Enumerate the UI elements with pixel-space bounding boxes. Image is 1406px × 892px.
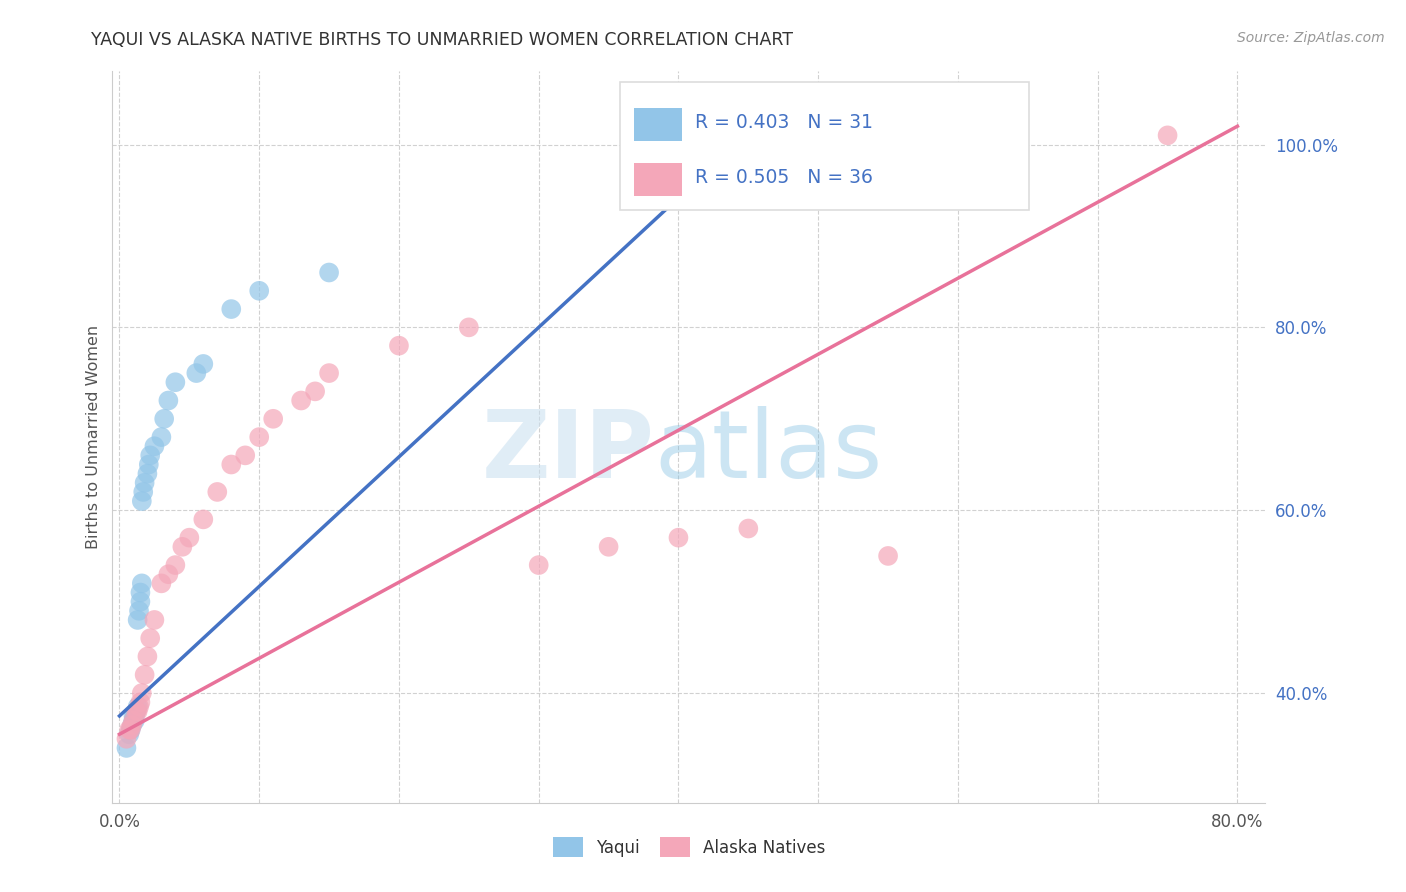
Point: [139, 448, 162, 462]
Y-axis label: Births to Unmarried Women: Births to Unmarried Women: [86, 325, 101, 549]
Point: [290, 393, 312, 408]
Point: [115, 731, 138, 746]
Bar: [634, 108, 682, 141]
Point: [193, 512, 215, 526]
Point: [124, 714, 146, 728]
Point: [304, 384, 326, 399]
Point: [219, 301, 242, 317]
Point: [127, 613, 149, 627]
Point: [668, 531, 690, 545]
Point: [165, 558, 187, 573]
Text: R = 0.505   N = 36: R = 0.505 N = 36: [695, 168, 873, 187]
Point: [186, 366, 208, 380]
Text: R = 0.403   N = 31: R = 0.403 N = 31: [695, 113, 873, 132]
Point: [150, 430, 173, 444]
Point: [129, 585, 152, 599]
Point: [127, 699, 149, 714]
Point: [207, 485, 229, 500]
Point: [131, 494, 153, 508]
Legend: Yaqui, Alaska Natives: Yaqui, Alaska Natives: [546, 830, 832, 864]
Point: [598, 540, 620, 554]
Point: [122, 714, 145, 728]
Point: [153, 412, 176, 426]
Point: [125, 705, 148, 719]
Text: YAQUI VS ALASKA NATIVE BIRTHS TO UNMARRIED WOMEN CORRELATION CHART: YAQUI VS ALASKA NATIVE BIRTHS TO UNMARRI…: [91, 31, 793, 49]
Point: [129, 695, 152, 709]
Point: [121, 718, 143, 732]
Point: [127, 705, 149, 719]
Point: [457, 320, 479, 334]
Point: [131, 686, 153, 700]
Point: [134, 667, 156, 681]
Point: [143, 613, 166, 627]
Point: [1156, 128, 1178, 143]
Text: Source: ZipAtlas.com: Source: ZipAtlas.com: [1237, 31, 1385, 45]
Point: [877, 549, 900, 563]
Point: [136, 467, 159, 481]
Point: [128, 699, 150, 714]
Point: [125, 705, 148, 719]
Point: [150, 576, 173, 591]
Point: [388, 338, 411, 352]
Point: [134, 475, 156, 490]
Text: atlas: atlas: [654, 406, 883, 498]
Point: [120, 723, 142, 737]
Point: [139, 632, 162, 646]
Bar: [634, 163, 682, 195]
Point: [193, 357, 215, 371]
Text: ZIP: ZIP: [481, 406, 654, 498]
Point: [165, 376, 187, 390]
Point: [118, 723, 141, 737]
Point: [262, 412, 284, 426]
Point: [157, 393, 180, 408]
Point: [121, 718, 143, 732]
Point: [247, 430, 270, 444]
Point: [120, 723, 142, 737]
Point: [115, 740, 138, 755]
Point: [128, 604, 150, 618]
Point: [318, 266, 340, 280]
FancyBboxPatch shape: [620, 82, 1029, 211]
Point: [131, 576, 153, 591]
Point: [527, 558, 550, 573]
Point: [136, 649, 159, 664]
Point: [172, 540, 194, 554]
Point: [132, 485, 155, 500]
Point: [122, 714, 145, 728]
Point: [318, 366, 340, 380]
Point: [122, 709, 145, 723]
Point: [157, 567, 180, 582]
Point: [138, 458, 160, 472]
Point: [179, 531, 201, 545]
Point: [118, 727, 141, 741]
Point: [129, 594, 152, 608]
Point: [124, 709, 146, 723]
Point: [233, 448, 256, 462]
Point: [247, 284, 270, 298]
Point: [219, 458, 242, 472]
Point: [737, 521, 759, 535]
Point: [143, 439, 166, 453]
